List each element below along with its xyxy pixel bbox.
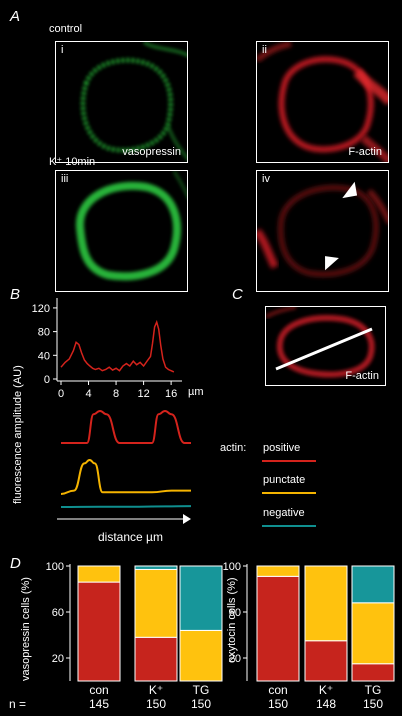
bar-segment-punctate	[179, 629, 223, 682]
micrograph-iii-index: iii	[61, 173, 69, 185]
bar-category-label: TG	[365, 683, 382, 697]
bar-chart-y-tick-label: 100	[46, 561, 64, 573]
micrograph-ii-index: ii	[262, 44, 267, 56]
bar-segment-positive	[256, 575, 300, 682]
bar-segment-punctate	[134, 568, 178, 638]
profile-y-tick-label: 40	[38, 350, 50, 362]
micrograph-c-image	[266, 307, 375, 378]
arrowhead-icon	[342, 181, 357, 199]
bar-segment-punctate	[256, 565, 300, 577]
bar-segment-positive	[351, 663, 395, 682]
profile-x-tick-label: 8	[113, 388, 119, 400]
bar-n-label: 150	[363, 697, 383, 711]
bar-chart-y-tick-label: 20	[229, 653, 241, 665]
panel-label-d: D	[10, 555, 21, 572]
profile-series-line	[60, 319, 175, 373]
micrograph-i-image	[80, 42, 187, 161]
bar-segment-punctate	[351, 602, 395, 665]
micrograph-iv-image	[257, 185, 388, 277]
bar-segment-negative	[134, 565, 178, 570]
micrograph-i-index: i	[61, 44, 64, 56]
micrograph-ii-factin-control: ii F-actin	[256, 41, 389, 163]
bar-category-label: K⁺	[149, 683, 163, 697]
bar-segment-positive	[304, 640, 348, 682]
micrograph-iii-vasopressin-k: iii	[55, 170, 188, 292]
distance-arrow-head-icon	[183, 514, 191, 524]
condition-k-label: K⁺ 10min	[49, 156, 96, 168]
profile-x-tick-label: 12	[137, 388, 149, 400]
profile-y-tick-label: 120	[32, 303, 50, 315]
bar-segment-positive	[77, 581, 121, 682]
n-label: n =	[9, 697, 27, 711]
condition-control-label: control	[49, 23, 83, 35]
legend-swatch-negative	[262, 525, 316, 527]
b-xlabel: distance µm	[98, 530, 163, 544]
micrograph-ii-image	[257, 42, 388, 162]
line-scan-path	[275, 327, 373, 371]
panel-label-c: C	[232, 286, 243, 303]
micrograph-iv-index: iv	[262, 173, 270, 185]
arrowhead-icon	[325, 256, 339, 271]
legend-title: actin:	[220, 442, 247, 454]
panel-label-a: A	[10, 8, 21, 25]
legend-label-negative: negative	[263, 507, 305, 519]
bar-segment-positive	[134, 636, 178, 682]
bar-chart-y-tick-label: 60	[52, 607, 64, 619]
bar-category-label: TG	[193, 683, 210, 697]
micrograph-i-caption: vasopressin	[122, 146, 181, 158]
bar-category-label: con	[268, 683, 287, 697]
legend-label-positive: positive	[263, 442, 301, 454]
bar-n-label: 148	[316, 697, 336, 711]
profile-x-tick-label: 4	[85, 388, 91, 400]
profile-y-tick-label: 80	[38, 327, 50, 339]
micrograph-iv-factin-k: iv	[256, 170, 389, 292]
bar-chart-y-tick-label: 20	[52, 653, 64, 665]
micrograph-iii-image	[75, 171, 187, 281]
legend-swatch-positive	[262, 460, 316, 462]
bar-segment-punctate	[77, 565, 121, 583]
bar-chart-y-tick-label: 100	[223, 561, 241, 573]
bar-category-label: con	[89, 683, 108, 697]
bar-n-label: 150	[146, 697, 166, 711]
schematic-profile-positive	[61, 409, 191, 444]
legend-swatch-punctate	[262, 492, 316, 494]
profile-x-tick-label: 0	[58, 388, 64, 400]
bar-n-label: 145	[89, 697, 109, 711]
profile-x-unit: µm	[188, 386, 204, 398]
profile-y-tick-label: 0	[44, 374, 50, 386]
micrograph-ii-caption: F-actin	[348, 146, 382, 158]
legend-label-punctate: punctate	[263, 474, 306, 486]
panel-label-b: B	[10, 286, 21, 303]
bar-segment-negative	[179, 565, 223, 631]
micrograph-c-factin: F-actin	[265, 306, 386, 386]
bar-segment-punctate	[304, 565, 348, 642]
bar-category-label: K⁺	[319, 683, 333, 697]
micrograph-i-vasopressin-control: i vasopressin	[55, 41, 188, 163]
micrograph-c-caption: F-actin	[345, 370, 379, 382]
bar-segment-negative	[351, 565, 395, 604]
profile-x-tick-label: 16	[165, 388, 177, 400]
bar-chart-y-tick-label: 60	[229, 607, 241, 619]
schematic-profile-punctate	[60, 458, 191, 495]
schematic-profile-negative	[60, 505, 192, 508]
bar-n-label: 150	[268, 697, 288, 711]
bar-n-label: 150	[191, 697, 211, 711]
